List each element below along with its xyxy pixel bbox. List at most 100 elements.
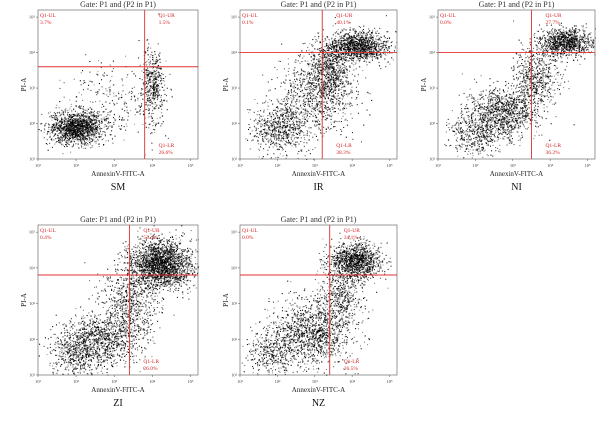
event-point: [260, 130, 262, 132]
event-point: [88, 112, 90, 114]
event-point: [344, 35, 346, 37]
event-point: [57, 120, 59, 122]
event-point: [154, 86, 156, 88]
event-point: [159, 67, 161, 69]
event-point: [368, 31, 370, 33]
event-point: [157, 95, 159, 97]
event-point: [314, 107, 316, 109]
event-point: [151, 97, 153, 99]
event-point: [121, 117, 123, 119]
event-point: [245, 138, 247, 140]
event-point: [334, 50, 336, 52]
event-point: [62, 121, 64, 123]
event-point: [143, 63, 145, 65]
event-point: [328, 62, 330, 64]
event-point: [327, 81, 329, 83]
event-point: [152, 128, 154, 130]
event-point: [395, 30, 397, 32]
event-point: [65, 129, 67, 131]
event-point: [363, 51, 365, 53]
event-point: [68, 109, 70, 111]
event-point: [354, 62, 356, 64]
event-point: [331, 64, 333, 66]
event-point: [300, 112, 302, 114]
event-point: [357, 48, 359, 50]
event-point: [94, 127, 96, 129]
event-point: [83, 134, 85, 136]
event-point: [262, 74, 264, 76]
event-point: [94, 115, 96, 117]
event-point: [148, 101, 150, 103]
event-point: [43, 128, 45, 130]
event-point: [328, 86, 330, 88]
event-point: [68, 125, 70, 127]
event-point: [88, 133, 90, 135]
event-point: [343, 58, 345, 60]
event-point: [285, 115, 287, 117]
event-point: [348, 93, 350, 95]
event-point: [77, 138, 79, 140]
event-point: [366, 109, 368, 111]
event-point: [152, 103, 154, 105]
event-point: [92, 135, 94, 137]
event-point: [62, 131, 64, 133]
event-point: [91, 122, 93, 124]
event-point: [334, 111, 336, 113]
event-point: [383, 40, 385, 42]
event-point: [89, 120, 91, 122]
event-point: [64, 146, 66, 148]
event-point: [153, 73, 155, 75]
event-point: [276, 149, 278, 151]
event-point: [314, 147, 316, 149]
event-point: [63, 121, 65, 123]
event-point: [283, 121, 285, 123]
event-point: [375, 46, 377, 48]
event-point: [149, 94, 151, 96]
event-point: [163, 77, 165, 79]
event-point: [109, 90, 111, 92]
event-point: [82, 131, 84, 133]
event-point: [157, 65, 159, 67]
event-point: [148, 59, 150, 61]
event-point: [57, 127, 59, 129]
event-point: [149, 97, 151, 99]
event-point: [112, 60, 114, 62]
event-point: [93, 110, 95, 112]
event-point: [139, 106, 141, 108]
event-point: [82, 132, 84, 134]
event-point: [258, 122, 260, 124]
event-point: [94, 122, 96, 124]
event-point: [145, 117, 147, 119]
event-point: [327, 45, 329, 47]
event-point: [63, 133, 65, 135]
event-point: [101, 103, 103, 105]
event-point: [306, 110, 308, 112]
event-point: [300, 91, 302, 93]
event-point: [156, 59, 158, 61]
event-point: [44, 124, 46, 126]
event-point: [353, 48, 355, 50]
event-point: [98, 89, 100, 91]
event-point: [65, 132, 67, 134]
event-point: [75, 118, 77, 120]
event-point: [303, 81, 305, 83]
event-point: [83, 125, 85, 127]
event-point: [361, 42, 363, 44]
event-point: [134, 114, 136, 116]
event-point: [76, 129, 78, 131]
event-point: [150, 85, 152, 87]
event-point: [81, 128, 83, 130]
event-point: [101, 134, 103, 136]
event-point: [344, 49, 346, 51]
event-point: [76, 138, 78, 140]
event-point: [337, 29, 339, 31]
event-point: [355, 62, 357, 64]
event-point: [366, 52, 368, 54]
event-point: [93, 139, 95, 141]
event-point: [101, 128, 103, 130]
event-point: [381, 46, 383, 48]
event-point: [101, 120, 103, 122]
event-point: [109, 111, 111, 113]
event-point: [68, 115, 70, 117]
event-point: [69, 135, 71, 137]
